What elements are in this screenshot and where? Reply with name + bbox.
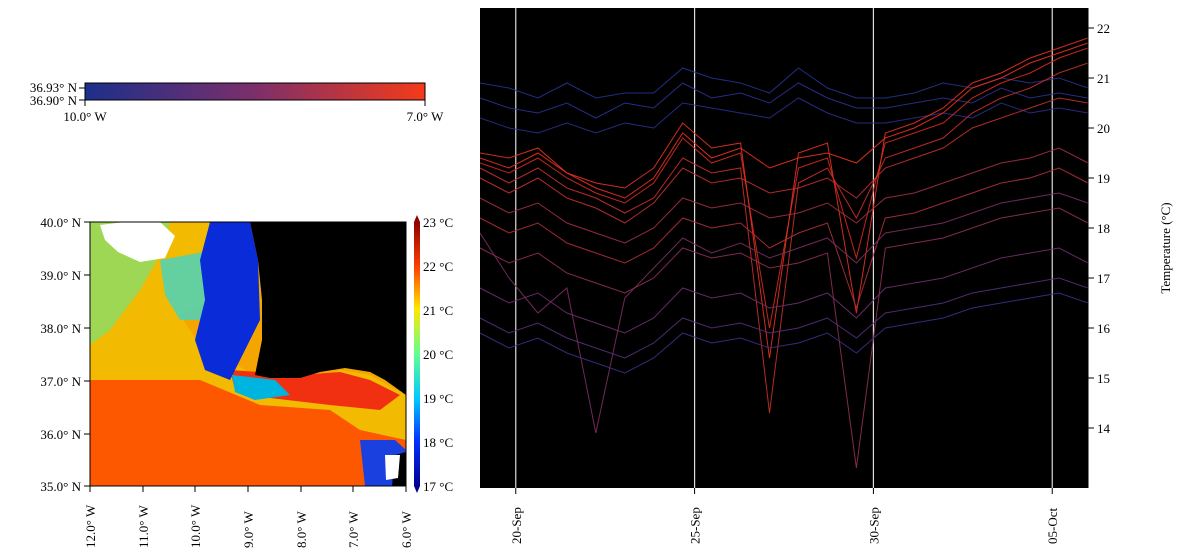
longitude-gradient bbox=[84, 82, 426, 101]
map-lat-label: 39.0° N bbox=[40, 268, 81, 283]
series-group bbox=[480, 37, 1088, 469]
map-coastal-upwelling bbox=[195, 222, 260, 380]
map-lat-label: 36.0° N bbox=[40, 427, 81, 442]
x-axis: 20-Sep 25-Sep 30-Sep 05-Oct bbox=[509, 488, 1060, 544]
series-line-3 bbox=[480, 47, 1088, 329]
map-cape-filament bbox=[232, 375, 290, 400]
sst-colorbar-label: 21 °C bbox=[423, 303, 453, 318]
y-axis: 14 15 16 17 18 19 20 21 22 bbox=[1087, 8, 1111, 488]
sst-map: 40.0° N 39.0° N 38.0° N 37.0° N 36.0° N … bbox=[40, 215, 453, 548]
series-line-6 bbox=[480, 167, 1088, 310]
sst-colorbar-label: 23 °C bbox=[423, 215, 453, 230]
y-tick-label: 14 bbox=[1097, 421, 1111, 436]
sst-colorbar-arrow-top bbox=[414, 215, 420, 222]
y-axis-label: Temperature (°C) bbox=[1158, 202, 1173, 293]
x-tick-label: 20-Sep bbox=[509, 507, 524, 544]
x-tick-label: 25-Sep bbox=[688, 507, 703, 544]
series-line-8 bbox=[480, 247, 1088, 334]
x-tick-label: 05-Oct bbox=[1045, 508, 1060, 544]
longitude-colorbar: 36.93° N 36.90° N 10.0° W 7.0° W bbox=[30, 80, 444, 124]
map-lon-axis: 12.0° W 11.0° W 10.0° W 9.0° W 8.0° W 7.… bbox=[83, 486, 414, 548]
map-lon-label: 12.0° W bbox=[83, 504, 98, 548]
map-lat-label: 37.0° N bbox=[40, 374, 81, 389]
y-tick-label: 21 bbox=[1097, 71, 1110, 86]
sst-colorbar-label: 20 °C bbox=[423, 347, 453, 362]
sst-colorbar-arrow-bottom bbox=[414, 486, 420, 493]
series-line-1 bbox=[480, 82, 1088, 119]
map-land-iberia bbox=[250, 222, 406, 395]
series-line-12 bbox=[480, 42, 1088, 199]
sst-colorbar-label: 17 °C bbox=[423, 479, 453, 494]
map-cloud-mask-south bbox=[385, 455, 400, 480]
sst-colorbar: 23 °C 22 °C 21 °C 20 °C 19 °C 18 °C 17 °… bbox=[414, 215, 453, 494]
sst-colorbar-gradient bbox=[414, 222, 420, 486]
series-line-7 bbox=[480, 207, 1088, 469]
series-line-5 bbox=[480, 62, 1088, 414]
sst-colorbar-label: 18 °C bbox=[423, 435, 453, 450]
map-lat-axis: 40.0° N 39.0° N 38.0° N 37.0° N 36.0° N … bbox=[40, 215, 90, 494]
series-line-10 bbox=[480, 192, 1088, 434]
map-lon-label: 10.0° W bbox=[188, 504, 203, 548]
map-lon-label: 7.0° W bbox=[346, 511, 361, 548]
series-line-2 bbox=[480, 97, 1088, 134]
colorbar-lat-label-top: 36.93° N bbox=[30, 80, 78, 95]
map-lat-label: 40.0° N bbox=[40, 215, 81, 230]
y-tick-label: 20 bbox=[1097, 121, 1110, 136]
y-tick-label: 22 bbox=[1097, 21, 1110, 36]
series-line-13 bbox=[480, 292, 1088, 374]
map-lon-label: 8.0° W bbox=[294, 511, 309, 548]
colorbar-lon-label-right: 7.0° W bbox=[407, 109, 444, 124]
y-tick-label: 17 bbox=[1097, 271, 1111, 286]
series-line-4 bbox=[480, 37, 1088, 359]
series-line-9 bbox=[480, 277, 1088, 359]
sst-colorbar-label: 22 °C bbox=[423, 259, 453, 274]
colorbar-lat-label-bottom: 36.90° N bbox=[30, 93, 78, 108]
map-cloud-mask bbox=[100, 222, 175, 262]
map-lat-label: 38.0° N bbox=[40, 321, 81, 336]
vertical-gridlines bbox=[515, 8, 1053, 488]
map-lat-label: 35.0° N bbox=[40, 479, 81, 494]
x-tick-label: 30-Sep bbox=[866, 507, 881, 544]
y-tick-label: 15 bbox=[1097, 371, 1110, 386]
map-lon-label: 11.0° W bbox=[136, 505, 151, 548]
map-sea-warm-south bbox=[90, 380, 406, 486]
y-tick-label: 16 bbox=[1097, 321, 1111, 336]
y-tick-label: 19 bbox=[1097, 171, 1110, 186]
timeseries-chart: 20-Sep 25-Sep 30-Sep 05-Oct 14 15 16 17 18 19 20 2… bbox=[480, 8, 1173, 544]
map-lon-label: 9.0° W bbox=[241, 511, 256, 548]
series-line-14 bbox=[480, 97, 1088, 224]
series-line-11 bbox=[480, 147, 1088, 244]
colorbar-lon-label-left: 10.0° W bbox=[63, 109, 107, 124]
sst-colorbar-label: 19 °C bbox=[423, 391, 453, 406]
map-lon-label: 6.0° W bbox=[399, 511, 414, 548]
y-tick-label: 18 bbox=[1097, 221, 1110, 236]
